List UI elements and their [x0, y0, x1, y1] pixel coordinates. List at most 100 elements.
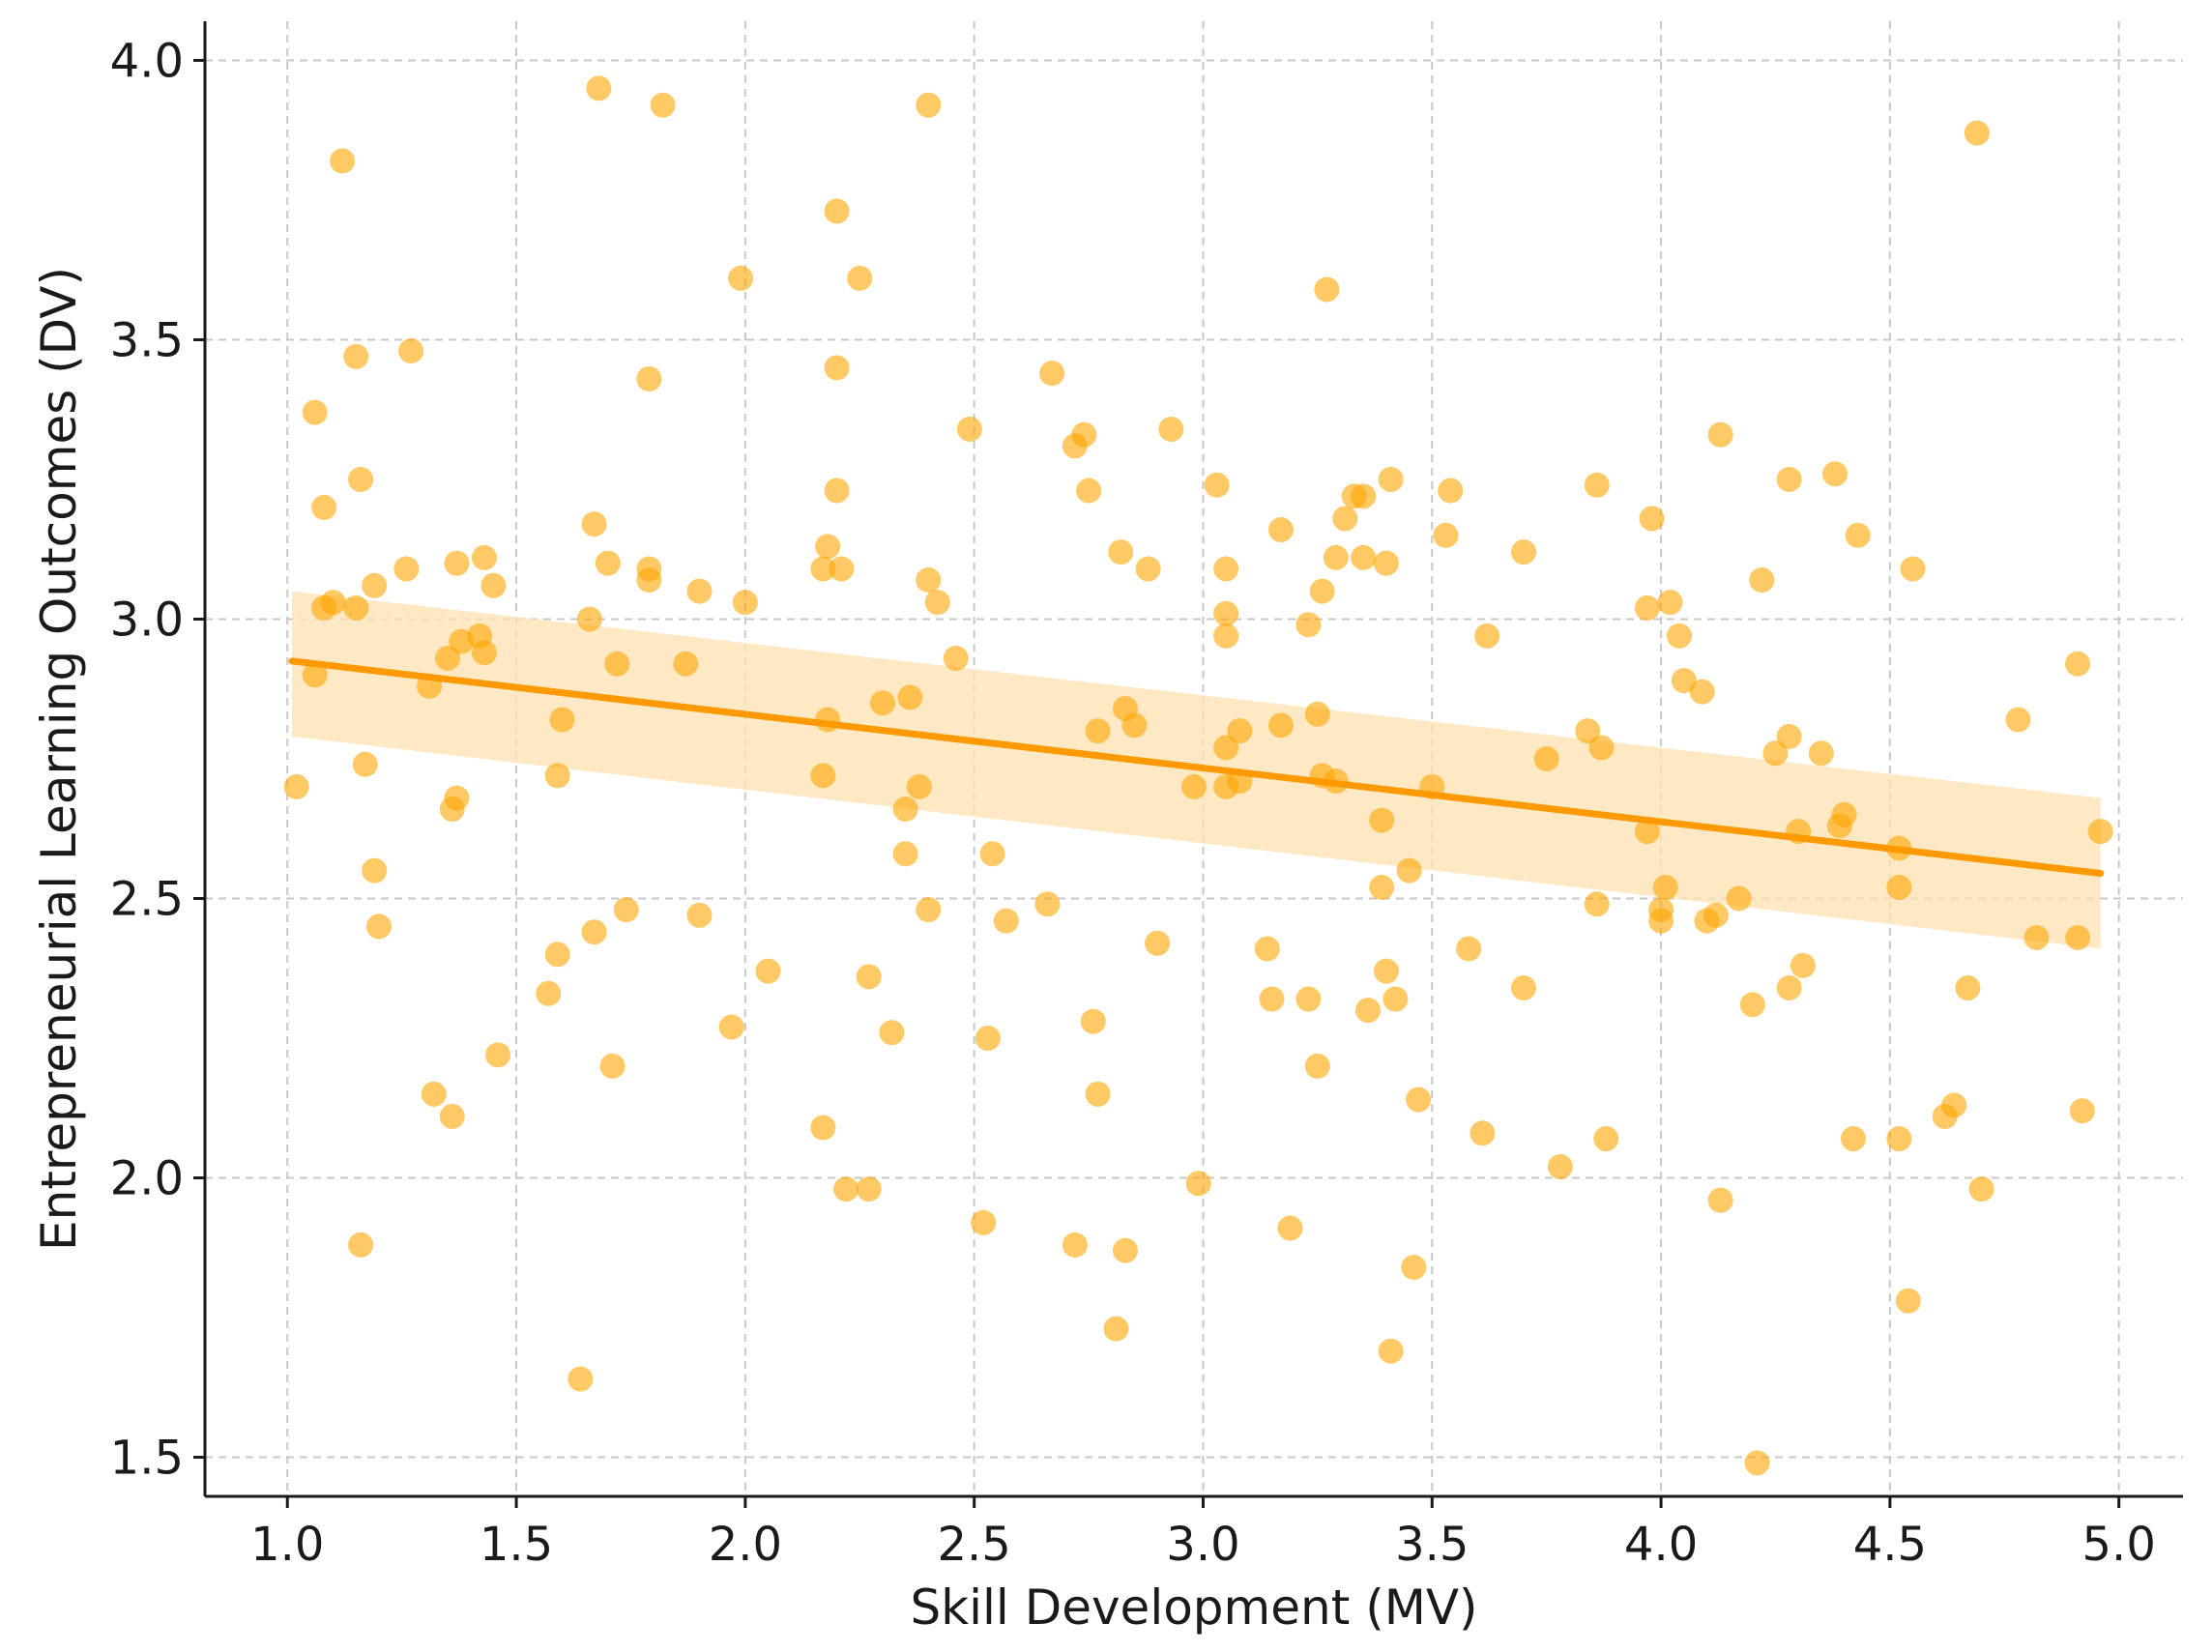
data-point — [856, 964, 882, 990]
data-point — [1034, 891, 1061, 917]
data-point — [1071, 421, 1097, 448]
regression-line-layer — [288, 657, 2105, 877]
data-point — [810, 763, 836, 789]
x-tick-label: 3.0 — [1166, 1518, 1239, 1572]
x-tick-label: 3.5 — [1395, 1518, 1469, 1572]
x-tick-label: 5.0 — [2082, 1518, 2156, 1572]
data-point — [1304, 1053, 1330, 1079]
data-point — [1749, 567, 1775, 594]
data-point — [1112, 1237, 1138, 1263]
y-tick-label: 2.0 — [110, 1152, 184, 1206]
data-point — [480, 572, 507, 598]
data-point — [1456, 936, 1482, 962]
data-point — [1185, 1171, 1211, 1197]
data-point — [824, 478, 850, 504]
data-point — [1739, 992, 1765, 1018]
data-point — [810, 1115, 836, 1141]
data-point — [979, 841, 1005, 867]
data-point — [393, 556, 420, 582]
y-axis-title: Entrepreneurial Learning Outcomes (DV) — [31, 267, 87, 1251]
data-point — [718, 1014, 744, 1040]
data-point — [1808, 740, 1834, 767]
data-point — [444, 785, 470, 811]
x-tick-label: 2.0 — [709, 1518, 782, 1572]
data-point — [1886, 874, 1912, 900]
data-point — [1511, 539, 1536, 565]
x-tick-label: 1.5 — [480, 1518, 553, 1572]
data-point — [311, 494, 337, 520]
x-tick-label: 1.0 — [250, 1518, 324, 1572]
data-point — [1181, 773, 1207, 799]
data-point — [444, 550, 470, 576]
data-point — [810, 556, 836, 582]
data-point — [1267, 712, 1294, 739]
data-point — [1941, 1092, 1967, 1118]
data-point — [1309, 578, 1335, 604]
data-point — [1076, 478, 1102, 504]
data-point — [1634, 594, 1660, 621]
data-point — [1158, 416, 1184, 442]
data-point — [1547, 1153, 1573, 1179]
data-point — [1776, 974, 1802, 1000]
y-tick-label: 3.5 — [110, 313, 184, 367]
data-point — [1593, 1126, 1619, 1152]
data-point — [1213, 600, 1239, 626]
data-point — [348, 1232, 374, 1258]
data-point — [1707, 421, 1733, 448]
data-point — [1401, 1255, 1427, 1281]
data-point — [1762, 740, 1789, 767]
data-point — [1295, 612, 1322, 638]
data-point — [302, 399, 328, 425]
data-points — [283, 75, 2113, 1476]
data-point — [2065, 651, 2091, 677]
x-tick-label: 2.5 — [937, 1518, 1010, 1572]
data-point — [1689, 679, 1715, 705]
data-point — [956, 416, 982, 442]
data-point — [485, 1042, 511, 1068]
data-point — [1213, 556, 1239, 582]
data-point — [1085, 718, 1111, 744]
data-point — [1831, 801, 1857, 827]
data-point — [732, 590, 758, 616]
data-point — [686, 902, 713, 928]
data-point — [320, 590, 346, 616]
data-point — [673, 651, 699, 677]
data-point — [1213, 623, 1239, 649]
data-point — [1039, 361, 1065, 387]
data-point — [1474, 623, 1500, 649]
data-point — [365, 913, 392, 940]
data-point — [1406, 1087, 1432, 1113]
data-point — [650, 92, 676, 118]
data-point — [916, 92, 942, 118]
data-point — [829, 556, 855, 582]
data-point — [906, 773, 932, 799]
data-point — [1323, 544, 1349, 570]
data-point — [833, 1176, 859, 1203]
data-point — [1103, 1316, 1129, 1342]
data-point — [1277, 1215, 1303, 1241]
data-point — [1085, 1081, 1111, 1107]
data-point — [1145, 930, 1171, 956]
data-point — [1314, 276, 1340, 303]
data-point — [1822, 461, 1848, 487]
data-point — [869, 690, 895, 716]
data-point — [728, 265, 754, 291]
data-point — [1369, 874, 1395, 900]
data-point — [1703, 902, 1729, 928]
data-point — [971, 1209, 997, 1235]
data-point — [302, 662, 328, 688]
data-point — [1470, 1120, 1496, 1146]
data-point — [1955, 974, 1981, 1000]
data-point — [549, 707, 575, 733]
data-point — [1639, 506, 1665, 532]
data-point — [398, 338, 424, 364]
data-point — [471, 544, 497, 570]
data-point — [1373, 550, 1399, 576]
data-point — [1259, 986, 1285, 1012]
data-point — [879, 1020, 905, 1046]
data-point — [536, 980, 562, 1006]
data-point — [362, 572, 388, 598]
data-point — [1886, 1126, 1912, 1152]
data-point — [2069, 1098, 2095, 1124]
data-point — [1354, 998, 1381, 1024]
